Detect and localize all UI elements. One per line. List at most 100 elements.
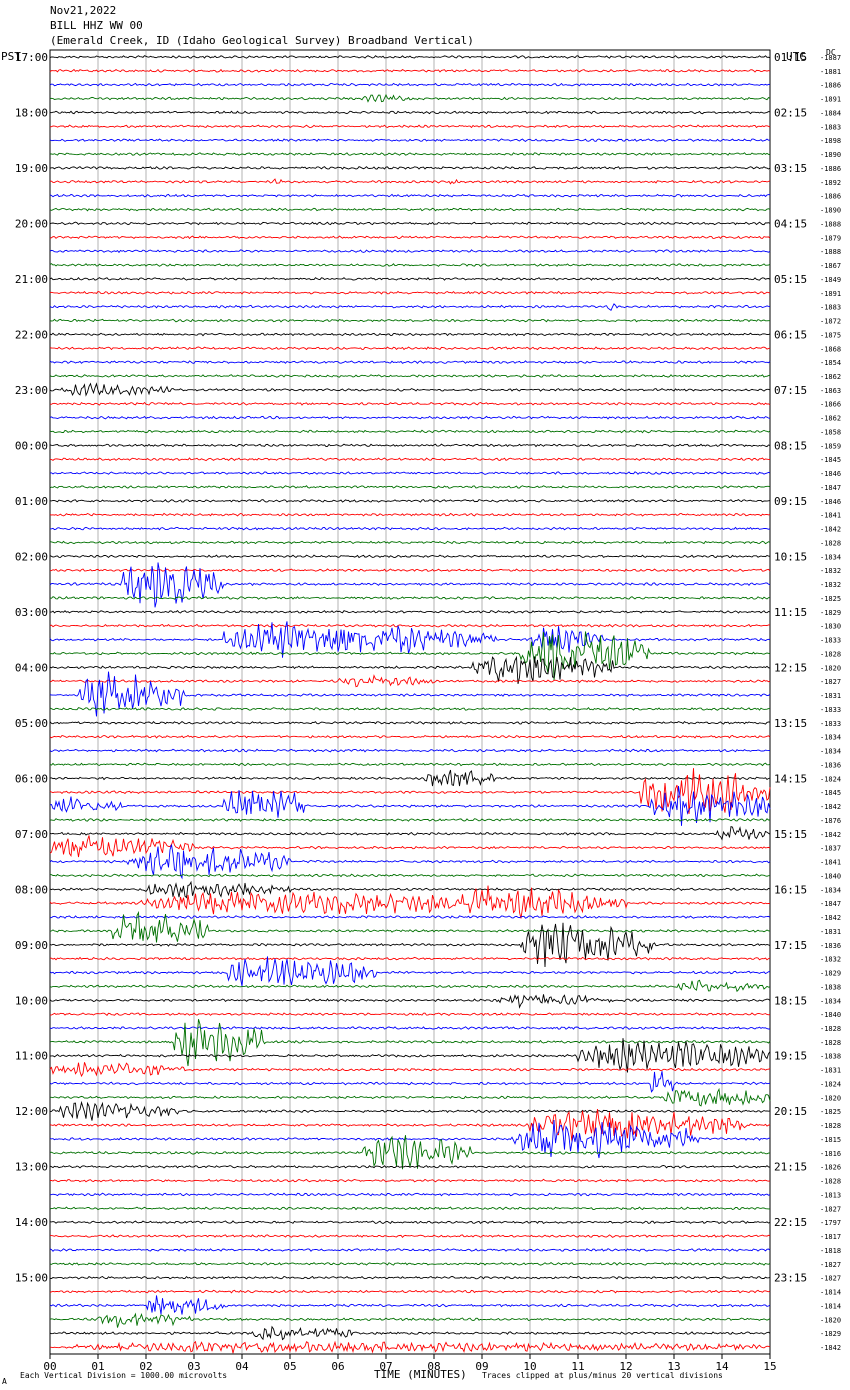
dc-offset-label: -1833 bbox=[820, 637, 841, 645]
trace-line bbox=[49, 674, 771, 688]
trace-line bbox=[49, 1109, 771, 1143]
trace-line bbox=[49, 762, 771, 767]
scale-note: Each Vertical Division = 1000.00 microvo… bbox=[20, 1371, 228, 1380]
trace-line bbox=[49, 1206, 770, 1211]
left-hour-label: 11:00 bbox=[15, 1050, 48, 1063]
dc-offset-label: -1888 bbox=[820, 248, 841, 256]
dc-offset-label: -1886 bbox=[820, 82, 841, 90]
dc-offset-label: -1842 bbox=[820, 914, 841, 922]
trace-line bbox=[50, 1234, 771, 1238]
dc-offset-label: -1842 bbox=[820, 803, 841, 811]
trace-line bbox=[49, 290, 771, 295]
dc-offset-label: -1842 bbox=[820, 831, 841, 839]
dc-offset-label: -1840 bbox=[820, 1011, 841, 1019]
trace-line bbox=[49, 826, 771, 841]
dc-offset-label: -1840 bbox=[820, 872, 841, 880]
dc-offset-label: -1883 bbox=[820, 304, 841, 312]
dc-offset-label: -1886 bbox=[820, 193, 841, 201]
dc-offset-label: -1828 bbox=[820, 539, 841, 547]
dc-offset-label: -1817 bbox=[820, 1233, 841, 1241]
dc-offset-label: -1827 bbox=[820, 678, 841, 686]
left-hour-label: 19:00 bbox=[15, 162, 48, 175]
trace-line bbox=[49, 249, 771, 254]
trace-line bbox=[49, 1340, 771, 1354]
left-hour-label: 06:00 bbox=[15, 772, 48, 785]
trace-line bbox=[49, 956, 771, 987]
left-hour-label: 08:00 bbox=[15, 883, 48, 896]
dc-offset-label: -1830 bbox=[820, 623, 841, 631]
trace-line bbox=[49, 277, 771, 281]
dc-offset-label: -1825 bbox=[820, 1108, 841, 1116]
trace-line bbox=[49, 1100, 771, 1121]
trace-line bbox=[49, 1289, 771, 1294]
trace-line bbox=[49, 235, 771, 240]
dc-offset-label: -1847 bbox=[820, 900, 841, 908]
trace-line bbox=[49, 1026, 770, 1030]
right-hour-label: 05:15 bbox=[774, 273, 807, 286]
trace-line bbox=[49, 734, 771, 739]
trace-line bbox=[49, 332, 771, 337]
dc-offset-label: -1863 bbox=[820, 387, 841, 395]
dc-offset-label: -1868 bbox=[820, 345, 841, 353]
dc-offset-label: -1824 bbox=[820, 1080, 841, 1088]
corner-mark: A bbox=[2, 1377, 7, 1386]
trace-line bbox=[49, 1275, 771, 1280]
x-tick-label: 10 bbox=[523, 1360, 536, 1373]
dc-offset-label: -1834 bbox=[820, 748, 841, 756]
dc-offset-label: -1829 bbox=[820, 1330, 841, 1338]
trace-line bbox=[49, 499, 771, 503]
left-hour-label: 10:00 bbox=[15, 994, 48, 1007]
dc-offset-label: -1832 bbox=[820, 956, 841, 964]
trace-line bbox=[49, 1038, 771, 1073]
right-hour-label: 21:15 bbox=[774, 1161, 807, 1174]
left-hour-label: 00:00 bbox=[15, 439, 48, 452]
plot-frame bbox=[49, 49, 771, 1355]
x-tick-label: 03 bbox=[187, 1360, 200, 1373]
left-hour-label: 17:00 bbox=[15, 51, 48, 64]
dc-offset-label: -1837 bbox=[820, 845, 841, 853]
right-hour-label: 08:15 bbox=[774, 439, 807, 452]
trace-line bbox=[49, 166, 771, 170]
trace-line bbox=[49, 207, 771, 212]
right-hour-label: 04:15 bbox=[774, 217, 807, 230]
dc-offset-label: -1814 bbox=[820, 1289, 841, 1297]
trace-line bbox=[49, 554, 771, 559]
trace-line bbox=[49, 768, 771, 815]
trace-line bbox=[49, 910, 771, 943]
trace-line bbox=[49, 540, 771, 545]
trace-line bbox=[49, 1178, 771, 1183]
trace-line bbox=[49, 748, 771, 753]
x-tick-label: 07 bbox=[379, 1360, 392, 1373]
trace-line bbox=[49, 82, 771, 87]
trace-line bbox=[49, 915, 771, 919]
dc-offset-label: -1829 bbox=[820, 609, 841, 617]
dc-offset-label: -1883 bbox=[820, 123, 841, 131]
trace-line bbox=[49, 1019, 771, 1067]
trace-line bbox=[49, 382, 771, 397]
x-tick-label: 13 bbox=[667, 1360, 680, 1373]
right-hour-label: 20:15 bbox=[774, 1105, 807, 1118]
right-hour-label: 03:15 bbox=[774, 162, 807, 175]
trace-line bbox=[49, 512, 771, 517]
dc-offset-label: -1820 bbox=[820, 1094, 841, 1102]
dc-offset-label: -1887 bbox=[820, 54, 841, 62]
dc-offset-label: -1833 bbox=[820, 706, 841, 714]
dc-offset-label: -1832 bbox=[820, 567, 841, 575]
x-tick-label: 01 bbox=[91, 1360, 104, 1373]
left-hour-label: 04:00 bbox=[15, 661, 48, 674]
trace-line bbox=[49, 471, 771, 475]
dc-offset-label: -1847 bbox=[820, 484, 841, 492]
right-hour-label: 19:15 bbox=[774, 1050, 807, 1063]
right-timezone-label: UTC bbox=[786, 50, 806, 63]
left-hour-label: 22:00 bbox=[15, 328, 48, 341]
trace-line bbox=[49, 124, 771, 129]
dc-offset-label: -1833 bbox=[820, 720, 841, 728]
trace-line bbox=[49, 1295, 771, 1315]
trace-line bbox=[49, 880, 771, 899]
trace-line bbox=[49, 818, 770, 822]
x-tick-label: 02 bbox=[139, 1360, 152, 1373]
left-hour-label: 02:00 bbox=[15, 550, 48, 563]
right-hour-label: 10:15 bbox=[774, 550, 807, 563]
dc-offset-label: -1828 bbox=[820, 1025, 841, 1033]
right-hour-label: 15:15 bbox=[774, 828, 807, 841]
